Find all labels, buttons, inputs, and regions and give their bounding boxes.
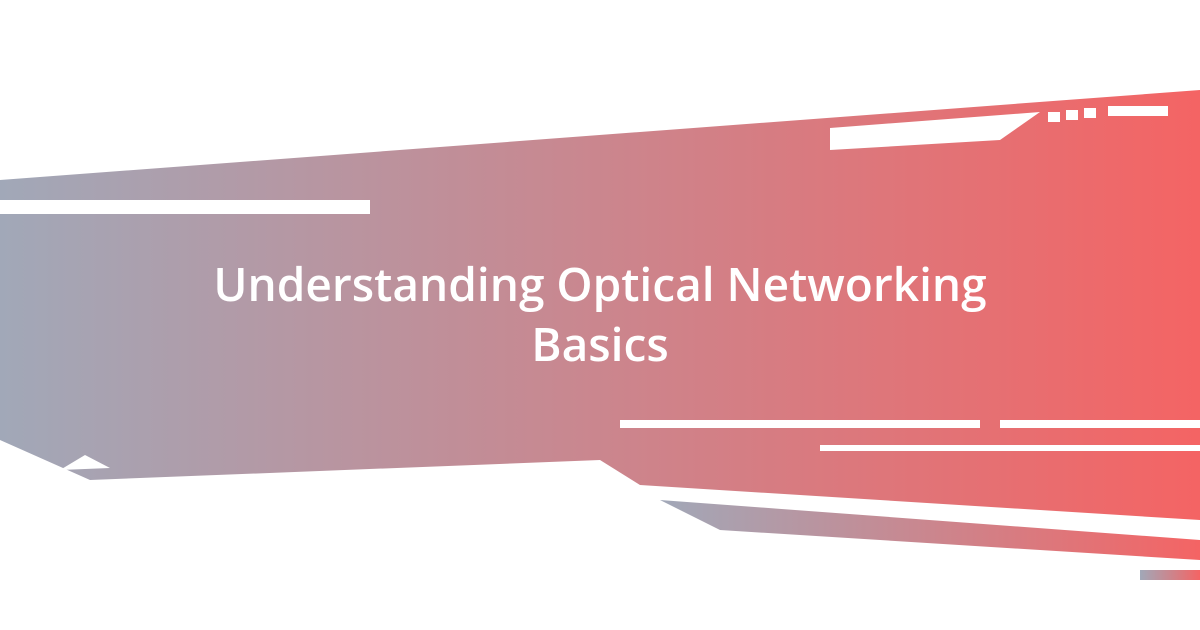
banner-graphic: Understanding Optical Networking Basics [0, 0, 1200, 630]
banner-title: Understanding Optical Networking Basics [150, 255, 1050, 375]
